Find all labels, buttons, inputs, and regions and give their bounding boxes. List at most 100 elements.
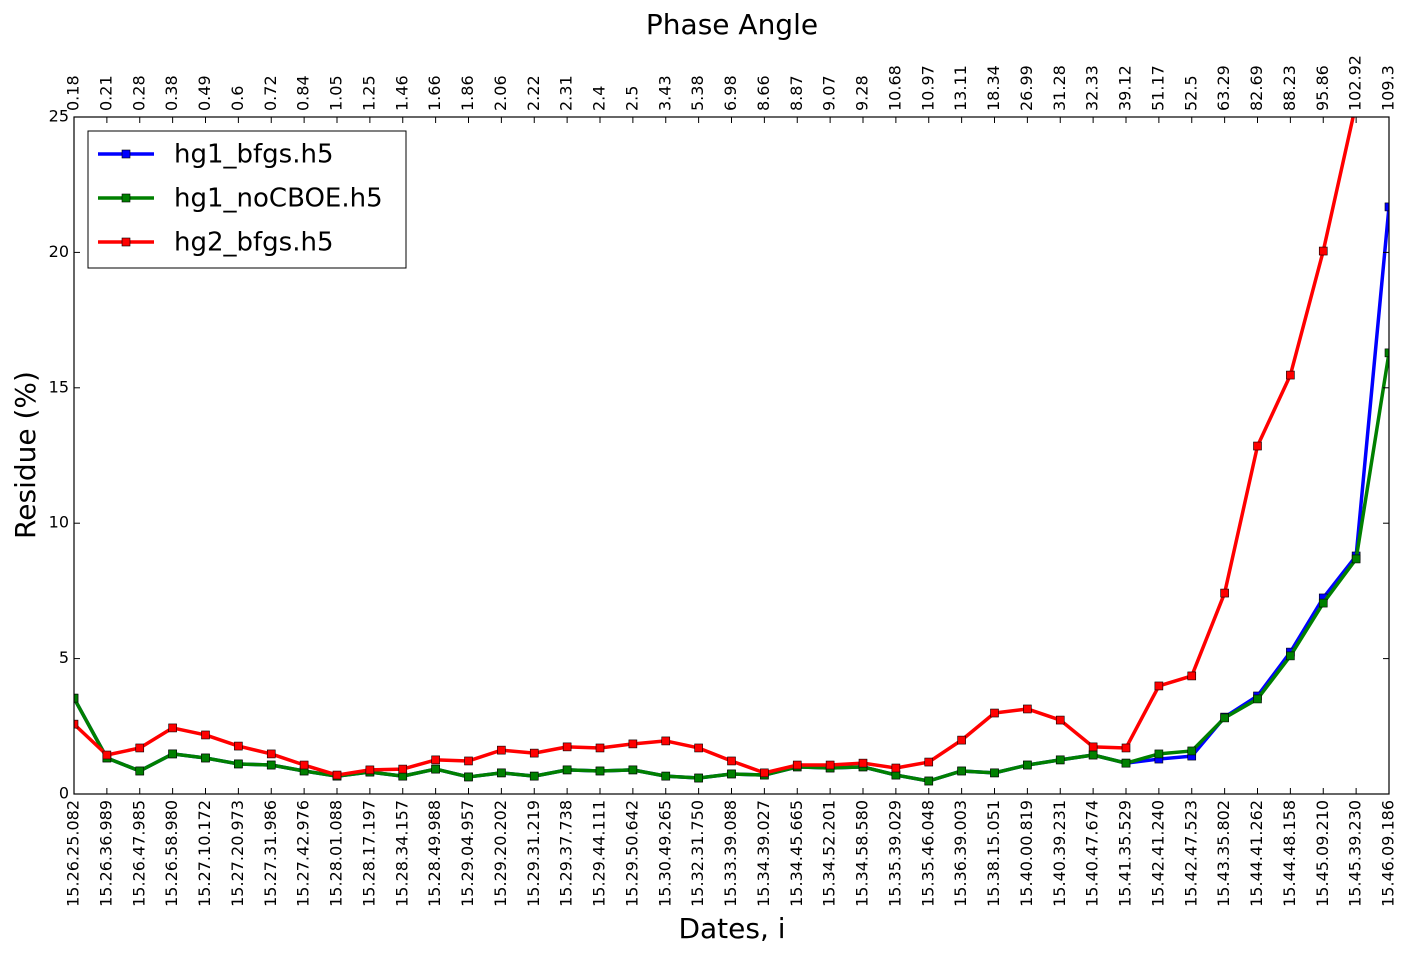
- plot-area: [74, 117, 1389, 786]
- point: [990, 708, 999, 718]
- point: [1220, 713, 1229, 723]
- top-tick-label: 9.28: [853, 75, 872, 111]
- y-tick-label: 5: [59, 648, 69, 667]
- top-tick-label: 0.21: [96, 75, 115, 111]
- legend-marker: [121, 237, 131, 247]
- point: [628, 765, 638, 775]
- x-tick-label: 15.34.58.580: [853, 800, 872, 907]
- point: [1154, 749, 1164, 759]
- series-line: [74, 352, 1389, 783]
- point: [1384, 202, 1389, 212]
- x-tick-label: 15.28.49.988: [425, 800, 444, 907]
- top-tick-label: 2.06: [491, 75, 510, 111]
- x-tick-label: 15.36.39.003: [951, 800, 970, 907]
- x-tick-label: 15.27.31.986: [261, 800, 280, 907]
- point: [74, 719, 79, 729]
- x-tick-label: 15.29.20.202: [491, 800, 510, 907]
- point: [562, 765, 572, 775]
- point: [1351, 554, 1361, 564]
- point: [562, 742, 572, 752]
- x-tick-label: 15.26.36.989: [96, 800, 115, 907]
- point: [1023, 760, 1032, 770]
- x-tick-label: 15.40.00.819: [1017, 800, 1036, 907]
- point: [661, 736, 671, 746]
- x-tick-label: 15.26.25.082: [64, 800, 83, 907]
- point: [234, 759, 243, 769]
- point: [1055, 755, 1065, 765]
- point: [1187, 746, 1197, 756]
- top-tick-label: 2.4: [590, 86, 609, 111]
- top-tick-label: 1.86: [458, 75, 477, 111]
- point: [1318, 598, 1328, 608]
- point: [1121, 743, 1131, 753]
- point: [1286, 370, 1295, 380]
- point: [168, 749, 177, 759]
- point: [595, 766, 605, 776]
- x-tick-label: 15.44.41.262: [1247, 800, 1266, 907]
- x-tick-label: 15.42.41.240: [1148, 800, 1167, 907]
- point: [924, 776, 934, 786]
- point: [1220, 588, 1229, 598]
- point: [299, 760, 309, 770]
- point: [529, 748, 539, 758]
- x-axis-label: Dates, i: [678, 912, 785, 945]
- top-tick-label: 9.07: [820, 75, 839, 111]
- x-tick-label: 15.40.39.231: [1050, 800, 1069, 907]
- point: [1253, 694, 1262, 704]
- point: [661, 771, 671, 781]
- top-tick-label: 102.92: [1346, 55, 1365, 111]
- point: [332, 770, 342, 780]
- point: [727, 769, 736, 779]
- top-tick-label: 10.68: [885, 65, 904, 111]
- x-tick-label: 15.27.42.976: [294, 800, 313, 907]
- point: [135, 766, 145, 776]
- x-tick-label: 15.45.09.210: [1313, 800, 1332, 907]
- top-tick-label: 109.3: [1379, 65, 1398, 111]
- point: [398, 764, 408, 774]
- x-tick-label: 15.29.31.219: [524, 800, 543, 907]
- top-tick-label: 52.5: [1181, 75, 1200, 111]
- point: [1286, 651, 1295, 661]
- point: [1187, 671, 1197, 681]
- top-tick-label: 88.23: [1280, 65, 1299, 111]
- point: [266, 760, 276, 770]
- point: [1121, 758, 1131, 768]
- top-tick-label: 0.18: [64, 75, 83, 111]
- point: [957, 766, 966, 776]
- y-tick-label: 10: [49, 513, 69, 532]
- point: [234, 741, 243, 751]
- x-tick-label: 15.32.31.750: [688, 800, 707, 907]
- top-tick-label: 0.6: [228, 86, 247, 111]
- y-tick-label: 25: [49, 107, 69, 126]
- point: [497, 768, 506, 778]
- point: [431, 764, 440, 774]
- x-tick-label: 15.46.09.186: [1379, 800, 1398, 907]
- point: [74, 693, 79, 703]
- x-tick-label: 15.44.48.158: [1280, 800, 1299, 907]
- y-tick-label: 15: [49, 377, 69, 396]
- top-tick-label: 95.86: [1313, 65, 1332, 111]
- top-tick-label: 18.34: [984, 65, 1003, 111]
- x-tick-label: 15.28.01.088: [327, 800, 346, 907]
- top-tick-label: 31.28: [1050, 65, 1069, 111]
- point: [365, 765, 375, 775]
- top-tick-label: 0.72: [261, 75, 280, 111]
- x-tick-label: 15.38.15.051: [984, 800, 1003, 907]
- x-tick-label: 15.30.49.265: [655, 800, 674, 907]
- top-tick-label: 10.97: [918, 65, 937, 111]
- top-tick-label: 0.38: [162, 75, 181, 111]
- top-tick-label: 1.25: [359, 75, 378, 111]
- x-tick-label: 15.29.44.111: [590, 800, 609, 907]
- point: [464, 772, 473, 782]
- series-line: [74, 206, 1389, 783]
- top-tick-label: 0.49: [195, 75, 214, 111]
- x-tick-label: 15.45.39.230: [1346, 800, 1365, 907]
- point: [102, 750, 112, 760]
- top-tick-label: 2.31: [557, 75, 576, 111]
- top-tick-label: 39.12: [1116, 65, 1135, 111]
- top-tick-label: 5.38: [688, 75, 707, 111]
- point: [464, 756, 473, 766]
- point: [628, 739, 638, 749]
- x-tick-label: 15.26.58.980: [162, 800, 181, 907]
